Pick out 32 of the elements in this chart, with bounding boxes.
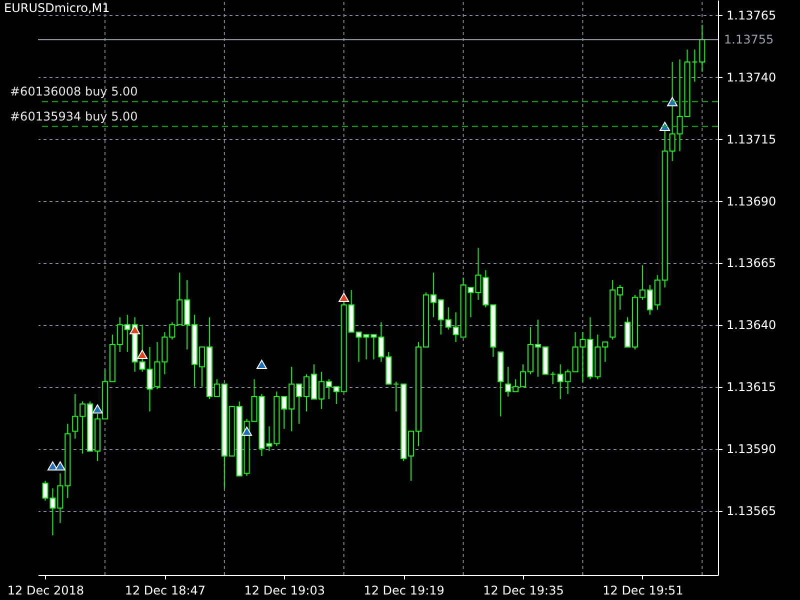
point	[338, 292, 350, 302]
x-tick-label: 12 Dec 19:03	[244, 584, 325, 598]
candlestick	[550, 371, 556, 385]
y-tick-label: 1.13565	[726, 504, 776, 518]
y-tick-label: 1.13640	[726, 318, 776, 332]
y-tick-label: 1.13765	[726, 8, 776, 22]
x-tick-label: 12 Dec 19:19	[364, 584, 444, 598]
chart-title: EURUSDmicro,M1	[4, 1, 110, 15]
point	[256, 360, 267, 369]
point	[47, 461, 58, 471]
x-tick-label: 12 Dec 19:35	[483, 584, 564, 598]
x-tick-label: 12 Dec 18:47	[124, 584, 206, 598]
candlestick	[699, 24, 706, 72]
point	[54, 461, 66, 471]
y-tick-label: 1.13690	[726, 194, 776, 208]
y-tick-label: 1.13665	[726, 256, 776, 270]
ref-line-label: #60136008 buy 5.00	[10, 84, 138, 99]
point	[242, 426, 252, 436]
candlestick	[393, 381, 400, 412]
candlestick	[692, 49, 698, 82]
ref-line-label: 1.13755	[724, 32, 774, 47]
ref-line-label: #60135934 buy 5.00	[10, 109, 138, 124]
point	[137, 350, 148, 360]
point	[667, 97, 678, 106]
y-tick-label: 1.13740	[726, 70, 776, 84]
x-tick-label: 12 Dec 19:51	[602, 584, 684, 598]
x-tick-label: 12 Dec 2018	[7, 584, 84, 598]
y-tick-label: 1.13715	[726, 132, 776, 146]
y-tick-label: 1.13590	[726, 442, 776, 456]
y-tick-label: 1.13615	[726, 380, 776, 394]
point	[92, 404, 103, 414]
point	[130, 325, 140, 334]
